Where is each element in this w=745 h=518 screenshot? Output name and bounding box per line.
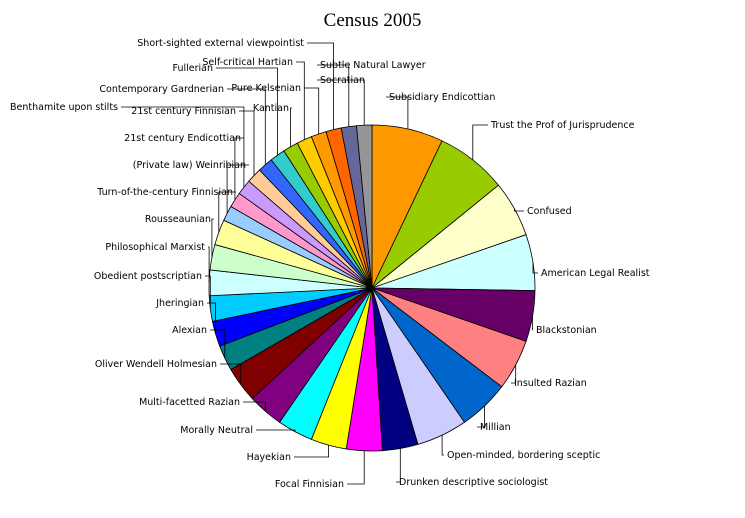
leader-line-21st-century-endicottian xyxy=(234,137,244,200)
leader-line-socratian xyxy=(317,79,365,126)
leader-line-open-minded-bordering-sceptic xyxy=(441,435,444,456)
leader-line-insulted-razian xyxy=(511,365,517,384)
leader-line-private-law-weinribian xyxy=(226,164,249,214)
slice-label-private-law-weinribian: (Private law) Weinribian xyxy=(133,160,246,171)
slice-label-pure-kelsenian: Pure Kelsenian xyxy=(231,83,301,94)
leader-line-philosophical-marxist xyxy=(208,246,210,283)
leader-line-focal-finnisian xyxy=(347,450,365,485)
leader-line-benthamite-upon-stilts xyxy=(121,106,245,188)
leader-line-turn-of-the-century-finnisian xyxy=(218,191,236,233)
slice-label-self-critical-hartian: Self-critical Hartian xyxy=(202,57,293,68)
slice-label-obedient-postscriptian: Obedient postscriptian xyxy=(94,271,202,282)
leader-line-millian xyxy=(477,406,485,428)
slice-label-focal-finnisian: Focal Finnisian xyxy=(275,479,344,490)
leader-line-subtle-natural-lawyer xyxy=(317,64,350,127)
leader-line-morally-neutral xyxy=(256,429,296,432)
slice-label-blackstonian: Blackstonian xyxy=(536,325,597,336)
slice-label-rousseaunian: Rousseaunian xyxy=(145,214,211,225)
leader-line-pure-kelsenian xyxy=(304,87,320,134)
leader-line-fullerian xyxy=(216,67,278,156)
slice-label-fullerian: Fullerian xyxy=(173,63,213,74)
leader-line-subsidiary-endicottian xyxy=(386,96,409,129)
chart-title: Census 2005 xyxy=(323,10,422,31)
slice-label-alexian: Alexian xyxy=(172,325,207,336)
slice-label-short-sighted-external-viewpointist: Short-sighted external viewpointist xyxy=(137,38,304,49)
leader-line-self-critical-hartian xyxy=(296,61,305,140)
slice-label-subtle-natural-lawyer: Subtle Natural Lawyer xyxy=(320,60,426,71)
leader-line-obedient-postscriptian xyxy=(205,275,211,309)
leader-line-short-sighted-external-viewpointist xyxy=(307,42,335,130)
leader-line-kantian xyxy=(290,107,292,147)
slice-label-insulted-razian: Insulted Razian xyxy=(514,378,587,389)
slice-label-socratian: Socratian xyxy=(320,75,365,86)
slice-label-jheringian: Jheringian xyxy=(155,298,204,309)
slice-label-confused: Confused xyxy=(527,206,572,217)
slice-label-millian: Millian xyxy=(480,422,511,433)
leader-line-jheringian xyxy=(207,302,217,334)
slice-label-hayekian: Hayekian xyxy=(247,452,291,463)
leader-line-21st-century-finnisian xyxy=(239,110,255,176)
leader-line-multi-facetted-razian xyxy=(243,401,266,412)
slice-label-philosophical-marxist: Philosophical Marxist xyxy=(105,242,205,253)
slice-label-american-legal-realist: American Legal Realist xyxy=(541,268,650,279)
leader-line-hayekian xyxy=(294,445,330,458)
leader-line-trust-the-prof-of-jurisprudence xyxy=(472,124,488,160)
slice-label-drunken-descriptive-sociologist: Drunken descriptive sociologist xyxy=(399,477,548,488)
leader-line-contemporary-gardnerian xyxy=(227,88,266,165)
leader-line-drunken-descriptive-sociologist xyxy=(396,448,401,483)
leader-line-oliver-wendell-holmesian xyxy=(220,363,242,385)
leader-line-american-legal-realist xyxy=(532,262,538,274)
slice-label-kantian: Kantian xyxy=(253,103,289,114)
leader-line-confused xyxy=(514,208,524,212)
slice-label-contemporary-gardnerian: Contemporary Gardnerian xyxy=(99,84,224,95)
slice-label-open-minded-bordering-sceptic: Open-minded, bordering sceptic xyxy=(447,450,600,461)
slice-label-morally-neutral: Morally Neutral xyxy=(180,425,253,436)
slice-label-oliver-wendell-holmesian: Oliver Wendell Holmesian xyxy=(95,359,217,370)
leader-line-rousseaunian xyxy=(211,218,214,258)
leader-line-blackstonian xyxy=(532,316,533,331)
leader-line-alexian xyxy=(210,329,226,359)
slice-label-trust-the-prof-of-jurisprudence: Trust the Prof of Jurisprudence xyxy=(490,120,635,131)
slice-label-multi-facetted-razian: Multi-facetted Razian xyxy=(139,397,240,408)
slice-label-turn-of-the-century-finnisian: Turn-of-the-century Finnisian xyxy=(96,187,233,198)
slice-label-benthamite-upon-stilts: Benthamite upon stilts xyxy=(10,102,118,113)
slice-label-21st-century-endicottian: 21st century Endicottian xyxy=(124,133,241,144)
slice-label-21st-century-finnisian: 21st century Finnisian xyxy=(131,106,236,117)
slice-label-subsidiary-endicottian: Subsidiary Endicottian xyxy=(389,92,495,103)
